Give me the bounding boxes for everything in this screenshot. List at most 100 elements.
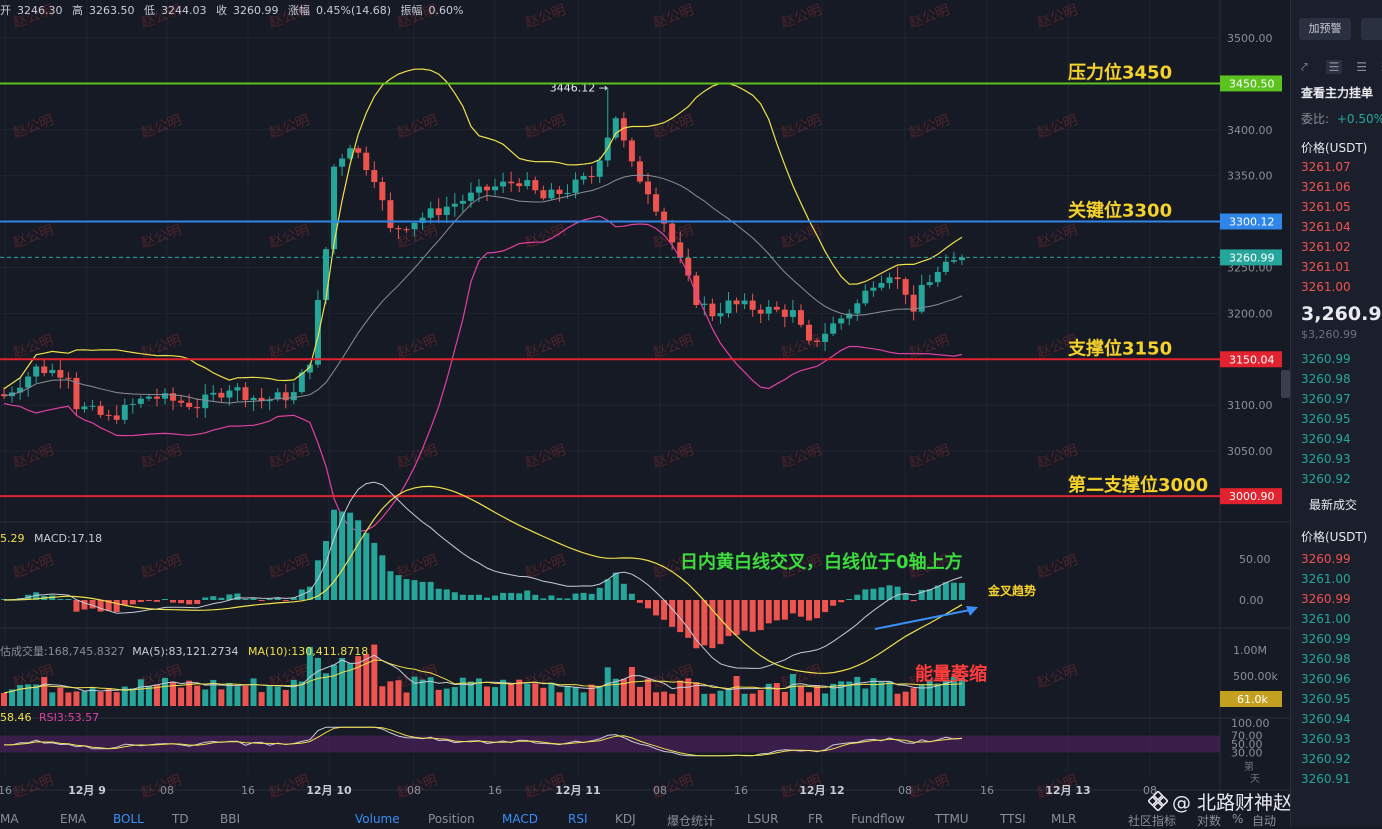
volume-bar — [628, 666, 635, 706]
auto-scale-button[interactable]: 自动 — [1252, 814, 1277, 828]
price-row[interactable]: 3261.06 — [1301, 180, 1351, 194]
book-asks-icon[interactable]: ☰ — [1381, 60, 1382, 74]
price-row[interactable]: 3260.93 — [1301, 732, 1351, 746]
macd-bar — [73, 600, 80, 612]
price-row[interactable]: 3260.99 — [1301, 352, 1351, 366]
tab-boll[interactable]: BOLL — [113, 812, 144, 826]
price-row[interactable]: 3261.02 — [1301, 240, 1351, 254]
price-row[interactable]: 3260.93 — [1301, 452, 1351, 466]
book-bids-icon[interactable]: ☰ — [1356, 60, 1367, 74]
close-label: 收 — [216, 4, 227, 17]
volume-tick-label: 1.00M — [1233, 644, 1267, 657]
watermark-text: 赵公明 — [779, 222, 824, 251]
tab-ttmu[interactable]: TTMU — [935, 812, 969, 826]
add-alert-button[interactable]: 加预警 — [1299, 18, 1351, 40]
log-scale-button[interactable]: 对数 — [1197, 814, 1222, 828]
price-row[interactable]: 3261.05 — [1301, 200, 1351, 214]
price-row[interactable]: 3261.07 — [1301, 160, 1351, 174]
watermark-text: 赵公明 — [779, 442, 824, 471]
share-icon[interactable]: ⤤ — [1301, 60, 1308, 74]
candle-body — [145, 396, 152, 399]
candle-body — [524, 180, 531, 187]
tab-fr[interactable]: FR — [808, 812, 824, 826]
tab-position[interactable]: Position — [428, 812, 475, 826]
price-row[interactable]: 3260.97 — [1301, 392, 1351, 406]
collapse-handle[interactable] — [1281, 370, 1290, 398]
view-icons: ⤤ ☰ ☰ ☰ — [1301, 60, 1382, 75]
panel-title[interactable]: 查看主力挂单 — [1301, 86, 1374, 100]
price-row[interactable]: 3260.92 — [1301, 752, 1351, 766]
mid-price: 3,260.99 — [1301, 303, 1382, 325]
macd-bar — [588, 593, 595, 600]
trades-title[interactable]: 最新成交 — [1309, 498, 1358, 512]
candle-body — [347, 148, 354, 159]
tab-ema[interactable]: EMA — [60, 812, 87, 826]
candle-body — [363, 152, 370, 171]
macd-bar — [934, 585, 941, 600]
tab-ttsi[interactable]: TTSI — [1000, 812, 1026, 826]
price-row[interactable]: 3261.04 — [1301, 220, 1351, 234]
tab-kdj[interactable]: KDJ — [615, 812, 636, 826]
tab-td[interactable]: TD — [172, 812, 189, 826]
volume-bar — [701, 693, 708, 706]
tab-macd[interactable]: MACD — [502, 812, 538, 826]
price-row[interactable]: 3260.94 — [1301, 432, 1351, 446]
tab-爆仓统计[interactable]: 爆仓统计 — [667, 814, 716, 828]
tab-volume[interactable]: Volume — [355, 812, 400, 826]
tab-ma[interactable]: MA — [0, 812, 19, 826]
panel-toggle-button[interactable] — [1361, 18, 1382, 40]
watermark-text: 赵公明 — [267, 662, 312, 691]
price-row[interactable]: 3260.91 — [1301, 772, 1351, 786]
volume-bar — [435, 689, 442, 706]
community-indicators-button[interactable]: 社区指标 — [1128, 814, 1177, 828]
volume-bar — [669, 693, 676, 706]
price-row[interactable]: 3260.95 — [1301, 412, 1351, 426]
price-row[interactable]: 3260.95 — [1301, 692, 1351, 706]
macd-bar — [741, 600, 748, 631]
tab-lsur[interactable]: LSUR — [747, 812, 779, 826]
ratio-label: 委比: — [1301, 112, 1330, 126]
volume-bar — [548, 682, 555, 706]
price-row[interactable]: 3261.01 — [1301, 260, 1351, 274]
volume-bar — [202, 689, 209, 706]
volume-bar — [524, 683, 531, 706]
macd-bar — [194, 600, 201, 604]
volume-bar — [958, 677, 965, 706]
macd-bar — [355, 520, 362, 600]
volume-bar — [588, 684, 595, 706]
price-row[interactable]: 3260.99 — [1301, 552, 1351, 566]
watermark-text: 赵公明 — [907, 222, 952, 251]
percent-scale-button[interactable]: % — [1232, 812, 1244, 826]
volume-bar — [395, 680, 402, 706]
price-row[interactable]: 3261.00 — [1301, 612, 1351, 626]
price-row[interactable]: 3260.98 — [1301, 372, 1351, 386]
ratio-row: 委比: +0.50% — [1301, 110, 1382, 127]
watermark-text: 赵公明 — [907, 112, 952, 141]
tab-fundflow[interactable]: Fundflow — [851, 812, 905, 826]
candle-body — [484, 186, 490, 191]
price-row[interactable]: 3261.00 — [1301, 280, 1351, 294]
price-row[interactable]: 3260.98 — [1301, 652, 1351, 666]
ohlc-header: 开 3246.30 高 3263.50 低 3244.03 收 3260.99 涨幅 0.… — [0, 2, 469, 18]
tab-bbi[interactable]: BBI — [220, 812, 241, 826]
price-row[interactable]: 3261.00 — [1301, 572, 1351, 586]
book-both-icon[interactable]: ☰ — [1325, 60, 1343, 74]
price-row[interactable]: 3260.96 — [1301, 672, 1351, 686]
candle-body — [1, 394, 7, 397]
watermark-text: 赵公明 — [907, 772, 952, 801]
price-row[interactable]: 3260.92 — [1301, 472, 1351, 486]
price-row[interactable]: 3260.99 — [1301, 592, 1351, 606]
price-row[interactable]: 3260.99 — [1301, 632, 1351, 646]
volume-bar — [806, 692, 812, 706]
volume-bar — [129, 688, 136, 706]
price-row[interactable]: 3260.94 — [1301, 712, 1351, 726]
macd-bar — [636, 600, 643, 603]
candle-body — [331, 166, 338, 250]
watermark-text: 赵公明 — [267, 222, 312, 251]
tab-rsi[interactable]: RSI — [568, 812, 588, 826]
watermark-text: 赵公明 — [651, 332, 696, 361]
tab-mlr[interactable]: MLR — [1051, 812, 1077, 826]
logo-icon — [1147, 790, 1169, 812]
volume-bar — [886, 681, 893, 706]
